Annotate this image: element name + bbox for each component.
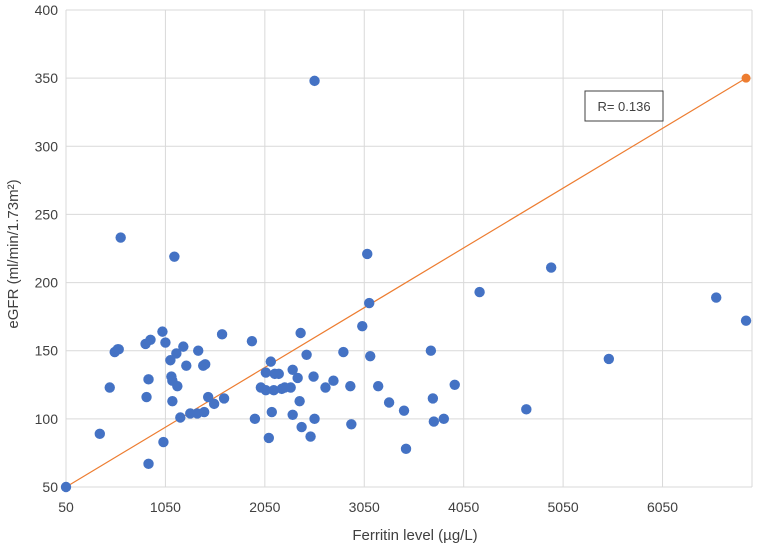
data-point [295,327,306,339]
data-point [309,413,320,425]
data-point [345,380,356,392]
data-point [287,409,298,420]
data-point [711,292,722,303]
data-point [172,380,183,392]
data-point [357,320,368,332]
data-point [143,458,154,470]
data-point [218,393,230,404]
data-point [169,251,180,262]
data-point [167,395,178,407]
data-point [603,353,615,365]
data-point [474,286,485,298]
y-tick-label: 150 [35,343,59,359]
data-point [740,315,752,326]
data-point [175,412,186,423]
y-tick-label: 200 [35,275,59,291]
data-point [328,375,339,386]
x-tick-label: 1050 [150,499,181,515]
data-point [181,360,192,371]
data-point [193,345,204,356]
data-point [346,419,357,430]
data-point [372,380,384,392]
x-tick-labels: 50 1050 2050 3050 4050 5050 6050 [58,499,678,515]
data-point [364,297,375,309]
y-tick-label: 300 [35,138,59,154]
data-point [199,359,211,370]
y-tick-label: 250 [35,206,59,222]
data-point [545,262,557,273]
x-tick-label: 6050 [647,499,678,515]
data-point [268,385,279,396]
data-point [260,385,272,396]
x-axis-label: Ferritin level (µg/L) [352,527,477,544]
data-point [266,406,277,418]
data-point [365,350,376,362]
data-point [260,367,272,378]
y-tick-label: 400 [35,2,59,18]
data-point [294,395,305,407]
data-point [198,406,210,418]
data-point [338,346,349,358]
data-point [249,413,261,425]
data-point [145,334,156,346]
data-point [305,431,316,442]
data-point [438,413,449,425]
x-tick-label: 5050 [548,499,579,515]
annotation-group: R= 0.136 [584,90,664,122]
y-tick-label: 50 [42,479,58,495]
annotation-box [584,90,664,122]
data-point [273,368,284,380]
data-point [428,416,440,427]
data-point [265,356,277,367]
data-point [296,421,307,433]
data-point [160,337,171,348]
data-points [60,75,752,493]
data-point [143,374,154,385]
data-point [287,364,298,375]
data-point [157,326,168,337]
x-tick-label: 50 [58,499,74,515]
y-axis-label: eGFR (ml/min/1.73m²) [5,179,22,328]
data-point [202,391,214,403]
trendline-end-point [741,73,751,83]
data-point [309,75,320,87]
grid-lines [65,9,753,488]
data-point [178,341,189,352]
data-point [115,232,126,243]
data-point [208,398,220,410]
data-point [400,443,412,455]
data-point [246,335,258,347]
annotation-text: R= 0.136 [597,99,650,114]
y-tick-label: 350 [35,70,59,86]
data-point [383,397,395,408]
data-point [263,432,275,444]
x-tick-label: 4050 [448,499,479,515]
data-point [60,481,72,493]
data-point [320,382,331,393]
data-point [308,371,319,382]
data-point [94,428,106,440]
data-point [301,349,312,361]
data-point [216,329,228,340]
y-tick-label: 100 [35,411,59,427]
data-point [171,348,182,359]
data-point [427,393,439,404]
data-point [398,405,410,416]
data-point [285,382,296,393]
y-tick-labels: 50 100 150 200 250 300 350 400 [35,2,59,495]
data-point [362,248,373,260]
data-point [104,382,115,393]
data-point [425,345,437,356]
data-point [521,404,532,415]
x-tick-label: 2050 [249,499,280,515]
data-point [141,391,152,403]
data-point [113,344,124,355]
data-point [292,372,303,384]
data-point [158,436,169,448]
data-point [449,379,460,390]
x-tick-label: 3050 [349,499,380,515]
data-point [165,355,176,366]
